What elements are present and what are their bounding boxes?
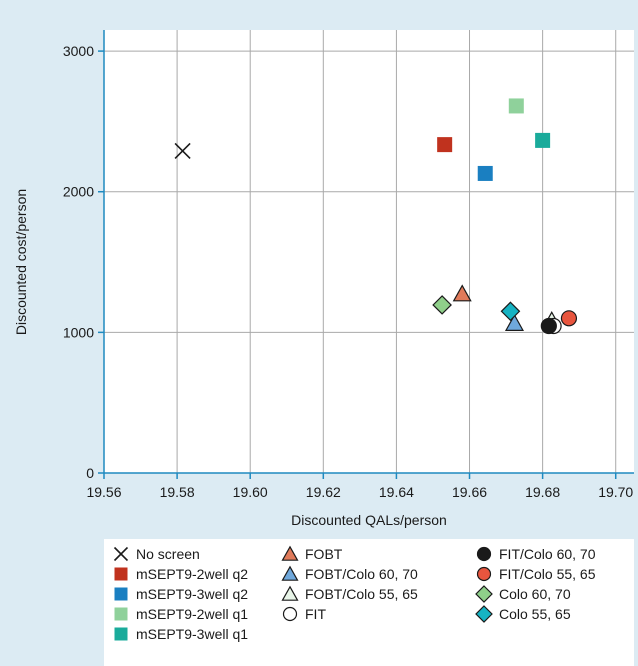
legend-marker <box>114 587 128 601</box>
x-tick-label: 19.70 <box>598 484 633 500</box>
legend-marker <box>282 606 298 622</box>
tick-labels: 19.56 19.58 19.60 19.62 19.64 19.66 19.68 19.70… <box>63 43 634 500</box>
legend-label: FIT/Colo 55, 65 <box>499 566 596 582</box>
legend-label: mSEPT9-2well q2 <box>136 566 249 582</box>
legend-x-icon <box>113 546 129 562</box>
x-tick-label: 19.66 <box>452 484 487 500</box>
legend-label: mSEPT9-3well q1 <box>136 626 249 642</box>
legend-marker <box>475 605 493 623</box>
legend-item: mSEPT9-2well q2 <box>112 564 248 584</box>
x-tick-label: 19.56 <box>86 484 121 500</box>
legend-label: mSEPT9-3well q2 <box>136 586 249 602</box>
legend-marker <box>114 607 128 621</box>
axes <box>98 30 634 479</box>
legend-marker <box>114 627 128 641</box>
legend-circle-icon <box>476 546 492 562</box>
legend-item: FOBT/Colo 60, 70 <box>281 564 418 584</box>
legend-marker <box>476 546 492 562</box>
data-points <box>174 98 578 335</box>
legend-square-icon <box>114 627 128 641</box>
point-colo-55-65 <box>500 301 521 322</box>
point-fit-colo-55-65 <box>560 310 578 327</box>
y-axis-title: Discounted cost/person <box>13 189 29 335</box>
y-tick-label: 1000 <box>63 324 94 340</box>
legend-diamond-icon <box>475 585 493 603</box>
y-tick-label: 2000 <box>63 184 94 200</box>
legend-label: No screen <box>136 546 200 562</box>
legend-label: FIT/Colo 60, 70 <box>499 546 596 562</box>
legend-square-icon <box>114 587 128 601</box>
legend-item: FIT <box>281 604 326 624</box>
legend: No screen mSEPT9-2well q2 mSEPT9-3well q2 m… <box>104 539 634 666</box>
legend-triangle-icon <box>281 565 299 581</box>
legend-label: FIT <box>305 606 326 622</box>
point-msept9-3well-q2 <box>477 165 493 181</box>
point-fit-colo-60-70 <box>540 317 557 335</box>
legend-marker <box>281 585 299 601</box>
legend-item: FIT/Colo 60, 70 <box>475 544 596 564</box>
point-msept9-2well-q2 <box>437 137 453 153</box>
y-tick-label: 3000 <box>63 43 94 59</box>
plot-area <box>104 30 634 473</box>
x-axis-title: Discounted QALs/person <box>291 512 447 528</box>
legend-item: mSEPT9-3well q2 <box>112 584 248 604</box>
legend-label: Colo 55, 65 <box>499 606 571 622</box>
legend-triangle-icon <box>281 585 299 601</box>
grid-lines <box>104 30 634 473</box>
legend-item: mSEPT9-3well q1 <box>112 624 248 644</box>
legend-marker <box>281 545 299 561</box>
legend-marker <box>475 585 493 603</box>
legend-item: FOBT/Colo 55, 65 <box>281 584 418 604</box>
legend-circle-icon <box>476 566 492 582</box>
legend-item: No screen <box>112 544 200 564</box>
legend-triangle-icon <box>281 545 299 561</box>
legend-square-icon <box>114 607 128 621</box>
point-fobt <box>452 284 472 302</box>
legend-item: FOBT <box>281 544 342 564</box>
legend-marker <box>114 567 128 581</box>
x-tick-label: 19.64 <box>379 484 414 500</box>
legend-item: FIT/Colo 55, 65 <box>475 564 596 584</box>
legend-circle-icon <box>282 606 298 622</box>
legend-item: mSEPT9-2well q1 <box>112 604 248 624</box>
point-fobt-colo-60-70 <box>504 313 524 331</box>
point-msept9-3well-q1 <box>535 132 551 148</box>
legend-item: Colo 55, 65 <box>475 604 571 624</box>
legend-diamond-icon <box>475 605 493 623</box>
legend-marker <box>281 565 299 581</box>
legend-square-icon <box>114 567 128 581</box>
point-msept9-2well-q1 <box>508 98 524 114</box>
legend-label: FOBT <box>305 546 343 562</box>
point-colo-60-70 <box>432 295 452 315</box>
legend-marker <box>476 566 492 582</box>
point-no-screen <box>174 142 191 160</box>
x-tick-label: 19.58 <box>160 484 195 500</box>
x-tick-label: 19.60 <box>233 484 268 500</box>
legend-marker <box>113 546 129 562</box>
legend-label: FOBT/Colo 60, 70 <box>305 566 418 582</box>
x-tick-label: 19.68 <box>525 484 560 500</box>
legend-label: Colo 60, 70 <box>499 586 571 602</box>
scatter-chart: 19.56 19.58 19.60 19.62 19.64 19.66 19.68 19.70… <box>13 30 634 528</box>
legend-item: Colo 60, 70 <box>475 584 571 604</box>
y-tick-label: 0 <box>86 465 94 481</box>
x-tick-label: 19.62 <box>306 484 341 500</box>
legend-label: FOBT/Colo 55, 65 <box>305 586 418 602</box>
legend-label: mSEPT9-2well q1 <box>136 606 249 622</box>
